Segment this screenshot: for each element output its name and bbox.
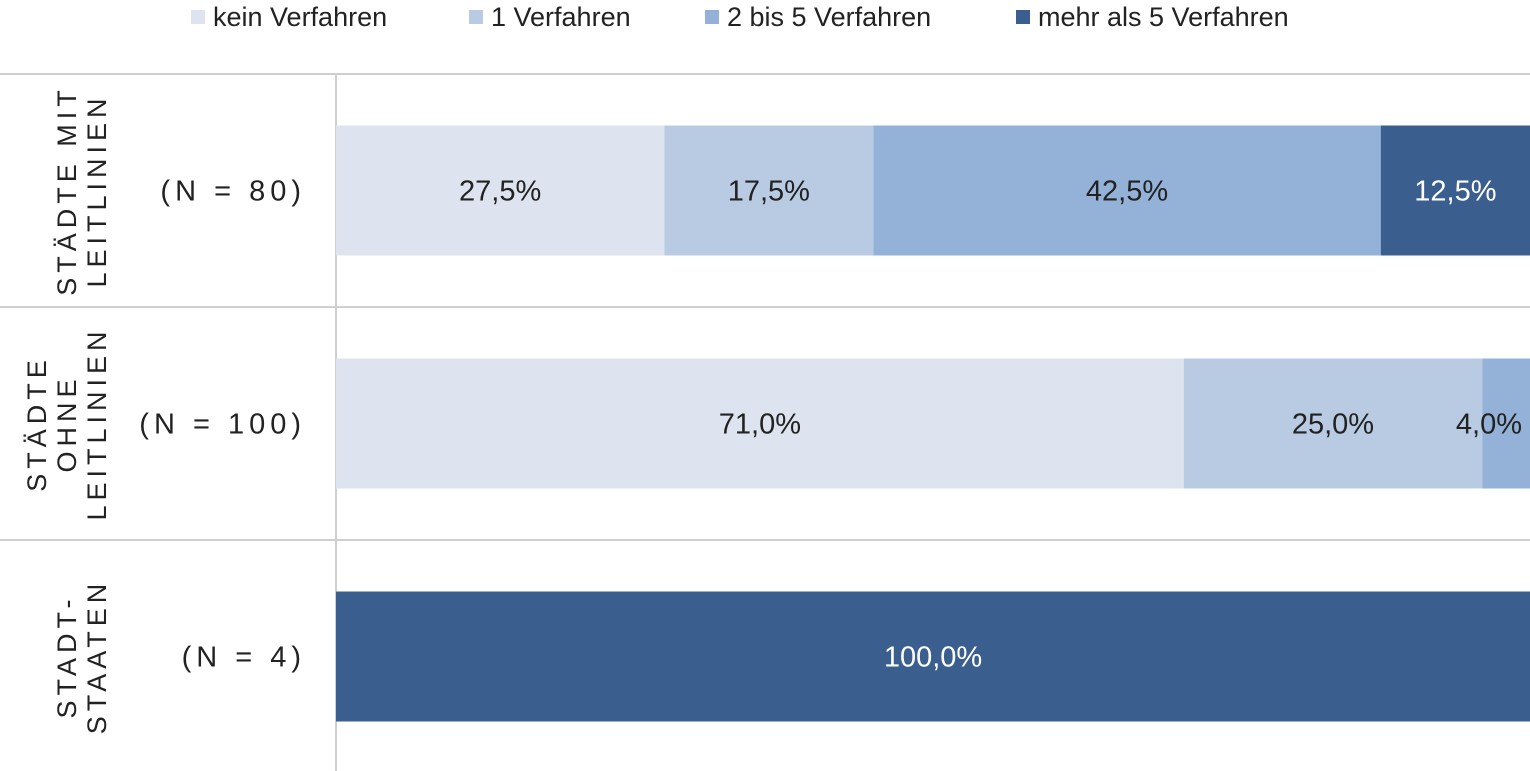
- bar-segment: [873, 125, 1381, 256]
- legend-label: kein Verfahren: [213, 2, 387, 32]
- data-label: 42,5%: [1086, 176, 1168, 208]
- bar-segment: [1380, 125, 1530, 256]
- bar-segment: [664, 125, 874, 256]
- category-label-line: STAATEN: [82, 579, 112, 735]
- data-label: 71,0%: [719, 409, 801, 441]
- bar-segment: [336, 591, 1530, 722]
- category-label: STÄDTE MIT LEITLINIEN: [52, 85, 112, 296]
- category-labels: STÄDTE MIT LEITLINIEN (N = 80)STÄDTE OHNE LE…: [22, 85, 306, 735]
- data-label: 4,0%: [1456, 409, 1522, 441]
- data-label: 100,0%: [884, 642, 982, 674]
- data-label: 25,0%: [1292, 409, 1374, 441]
- category-label-line: OHNE: [52, 374, 82, 472]
- category-label-line: STÄDTE: [22, 355, 52, 492]
- sample-size-label: (N = 80): [160, 176, 306, 208]
- category-label-line: LEITLINIEN: [82, 326, 112, 520]
- legend-swatch: [1016, 10, 1030, 24]
- legend-label: 1 Verfahren: [491, 2, 631, 32]
- category-label-line: LEITLINIEN: [82, 93, 112, 287]
- legend-label: mehr als 5 Verfahren: [1038, 2, 1289, 32]
- legend-item: kein Verfahren: [191, 2, 387, 32]
- legend-swatch: [705, 10, 719, 24]
- legend-item: 1 Verfahren: [469, 2, 631, 32]
- bars: 27,5% 17,5% 42,5% 12,5% 71,0% 25,0% 4,0% 100,0%: [336, 125, 1530, 722]
- category-label: STADT- STAATEN: [52, 579, 112, 735]
- bar-segment: [336, 125, 665, 256]
- sample-size-label: (N = 4): [182, 642, 306, 674]
- sample-size-label: (N = 100): [139, 409, 306, 441]
- data-label: 17,5%: [728, 176, 810, 208]
- legend-item: mehr als 5 Verfahren: [1016, 2, 1289, 32]
- category-label-line: STÄDTE MIT: [52, 85, 82, 296]
- legend: kein Verfahren 1 Verfahren 2 bis 5 Verfahr…: [191, 2, 1289, 32]
- category-label: STÄDTE OHNE LEITLINIEN: [22, 326, 112, 520]
- legend-swatch: [469, 10, 483, 24]
- bar-segment: [336, 358, 1184, 489]
- data-label: 27,5%: [459, 176, 541, 208]
- bar-segment: [1482, 358, 1530, 489]
- category-label-line: STADT-: [52, 595, 82, 719]
- legend-swatch: [191, 10, 205, 24]
- legend-label: 2 bis 5 Verfahren: [727, 2, 931, 32]
- legend-item: 2 bis 5 Verfahren: [705, 2, 931, 32]
- data-label: 12,5%: [1414, 176, 1496, 208]
- bar-segment: [1183, 358, 1483, 489]
